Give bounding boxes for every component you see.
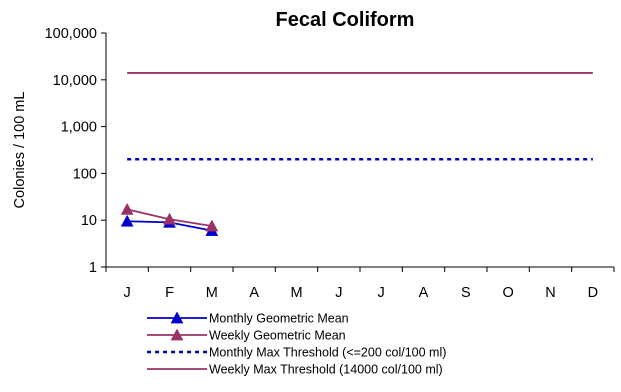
weekly-geometric-mean-point [163, 212, 176, 225]
weekly-geometric-mean-point [205, 219, 219, 232]
x-tick-label: A [419, 285, 429, 301]
legend-marker [170, 328, 184, 341]
x-tick-label: A [249, 285, 259, 301]
x-tick-label: S [461, 285, 471, 301]
x-tick-label: M [206, 285, 218, 301]
y-tick-labels: 1 10 100 1,000 10,000 100,000 [45, 26, 97, 276]
chart-title: Fecal Coliform [276, 9, 415, 31]
x-tick-label: J [335, 285, 342, 301]
x-tick-label: F [165, 285, 174, 301]
x-tick-label: M [290, 285, 302, 301]
legend-item-monthly-geometric-mean: Monthly Geometric Mean [147, 311, 349, 326]
x-tick-label: O [503, 285, 514, 301]
legend-item-weekly-geometric-mean: Weekly Geometric Mean [147, 328, 346, 343]
x-tick-label: D [588, 285, 598, 301]
y-tick-label: 1,000 [61, 120, 97, 136]
series-layer [120, 72, 593, 236]
legend-label: Weekly Geometric Mean [209, 329, 346, 343]
axes [101, 32, 615, 272]
legend-item-monthly-max-threshold: Monthly Max Threshold (<=200 col/100 ml) [147, 346, 446, 360]
y-tick-label: 100 [73, 166, 97, 182]
y-axis-title: Colonies / 100 mL [12, 92, 28, 209]
y-tick-label: 10,000 [53, 73, 97, 89]
y-tick-label: 10 [81, 213, 97, 229]
series-weekly-geometric-mean [120, 202, 219, 232]
y-tick-label: 100,000 [45, 26, 97, 42]
legend-label: Monthly Geometric Mean [209, 312, 349, 326]
legend: Monthly Geometric Mean Weekly Geometric M… [147, 311, 446, 377]
x-tick-label: J [378, 285, 385, 301]
legend-item-weekly-max-threshold: Weekly Max Threshold (14000 col/100 ml) [147, 363, 443, 377]
legend-label: Weekly Max Threshold (14000 col/100 ml) [209, 363, 443, 377]
x-tick-label: J [124, 285, 131, 301]
legend-marker [170, 311, 184, 324]
monthly-geometric-mean-point [120, 214, 134, 227]
y-tick-label: 1 [89, 260, 97, 276]
legend-label: Monthly Max Threshold (<=200 col/100 ml) [209, 346, 446, 360]
weekly-geometric-mean-point [120, 202, 134, 215]
x-tick-label: N [545, 285, 555, 301]
